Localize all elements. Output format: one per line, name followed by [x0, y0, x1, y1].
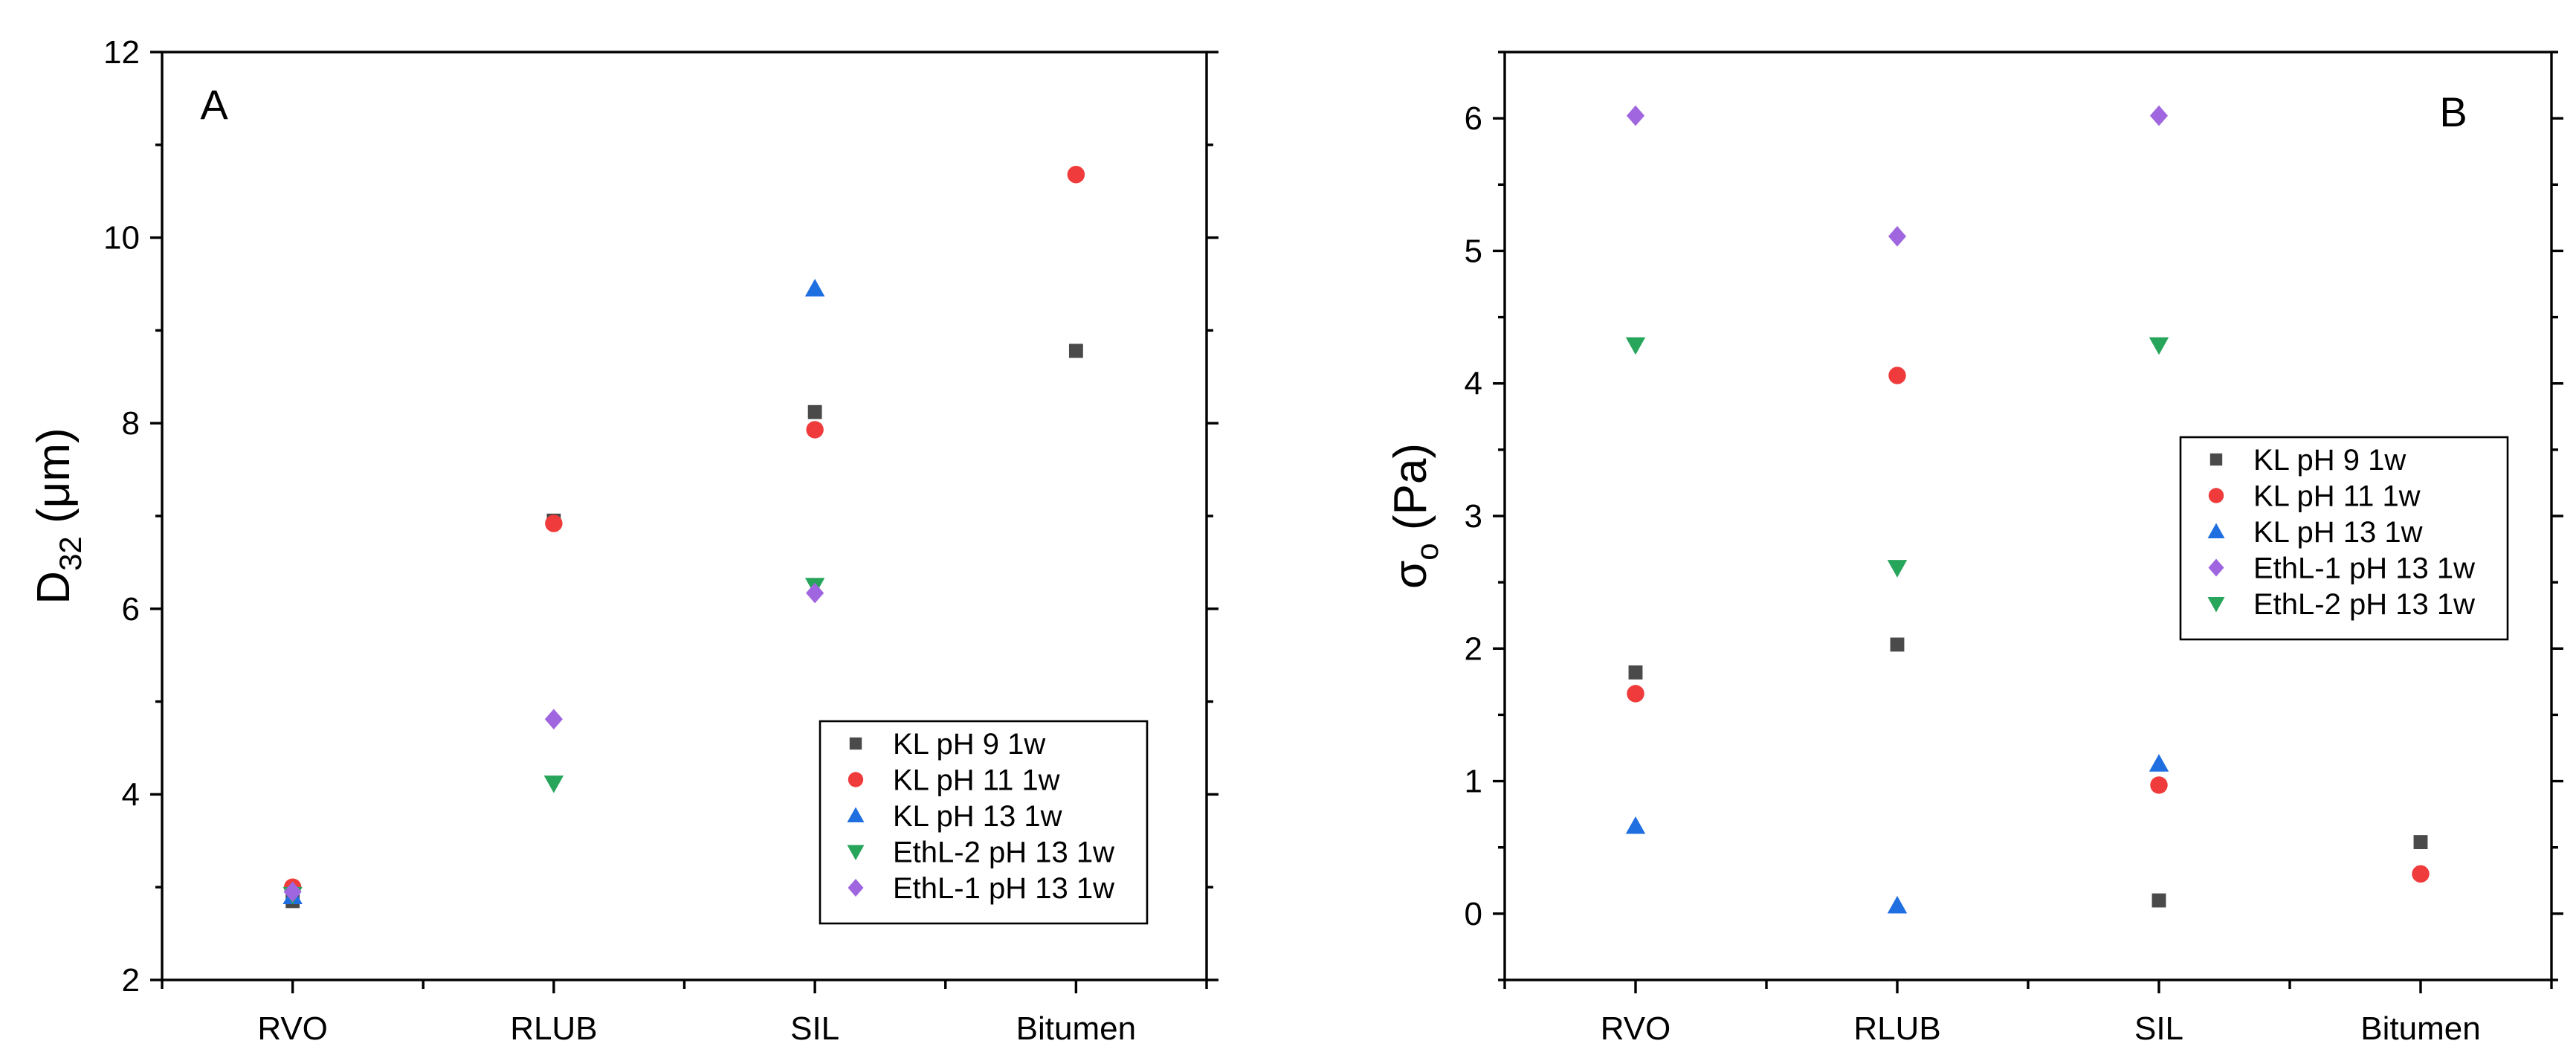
y-tick-label: 2 — [122, 962, 140, 999]
point-kl-ph-11-1w-rvo — [1627, 685, 1644, 703]
y-tick-label: 12 — [103, 34, 140, 71]
series-kl-ph-11-1w — [1627, 367, 2430, 883]
y-tick-label: 5 — [1465, 233, 1482, 269]
legend-marker-ethl-1-ph-13-1w — [848, 879, 864, 897]
series-kl-ph-13-1w — [1625, 754, 2169, 914]
series-kl-ph-9-1w — [1628, 637, 2428, 908]
point-kl-ph-11-1w-sil — [806, 421, 824, 439]
point-ethl-2-ph-13-1w-rlub — [1887, 560, 1908, 578]
point-ethl-1-ph-13-1w-rlub — [544, 709, 563, 730]
legend-label-ethl-1-ph-13-1w: EthL-1 pH 13 1w — [2253, 552, 2475, 585]
panel-letter: B — [2439, 88, 2467, 135]
legend-marker-kl-ph-11-1w — [848, 772, 864, 787]
legend-box — [2179, 436, 2509, 641]
y-axis-title: D32 (μm) — [28, 428, 88, 604]
point-kl-ph-9-1w-rlub — [1890, 637, 1905, 652]
point-kl-ph-13-1w-rvo — [1625, 816, 1646, 834]
series-kl-ph-13-1w — [283, 279, 825, 905]
point-ethl-2-ph-13-1w-sil — [2149, 337, 2169, 355]
point-kl-ph-13-1w-rlub — [1887, 895, 1908, 914]
point-kl-ph-11-1w-sil — [2150, 776, 2168, 794]
series-ethl-2-ph-13-1w — [283, 578, 825, 905]
x-tick-label-rlub: RLUB — [510, 1010, 597, 1047]
y-axis-title-main: σ — [1385, 561, 1436, 589]
x-tick-label-bitumen: Bitumen — [2360, 1010, 2480, 1047]
series-ethl-1-ph-13-1w — [283, 582, 824, 903]
legend-label-kl-ph-13-1w: KL pH 13 1w — [2253, 516, 2423, 549]
point-kl-ph-9-1w-rvo — [1628, 665, 1643, 680]
point-ethl-1-ph-13-1w-rvo — [283, 881, 302, 903]
y-tick-label: 4 — [122, 776, 140, 813]
panel-a: 2 4 6 8 10 12 RVO RLUB SIL Bitumen D32 (μm) A KL pH … — [28, 34, 1218, 1047]
y-tick-label: 10 — [103, 220, 140, 257]
point-ethl-1-ph-13-1w-rvo — [1626, 105, 1645, 126]
point-kl-ph-9-1w-bitumen — [1068, 344, 1083, 358]
y-tick-label: 2 — [1465, 631, 1482, 667]
y-axis-title-main: D — [28, 571, 80, 604]
y-tick-label: 3 — [1465, 498, 1482, 535]
point-kl-ph-11-1w-rlub — [545, 515, 563, 532]
legend-box — [819, 720, 1149, 925]
point-ethl-2-ph-13-1w-rlub — [543, 775, 564, 793]
y-tick-label: 0 — [1465, 896, 1482, 932]
point-ethl-2-ph-13-1w-rvo — [1625, 337, 1646, 355]
point-ethl-1-ph-13-1w-rlub — [1888, 226, 1907, 247]
series-ethl-1-ph-13-1w — [1626, 105, 2169, 247]
legend-marker-kl-ph-13-1w — [847, 807, 865, 822]
legend-label-kl-ph-13-1w: KL pH 13 1w — [893, 800, 1062, 833]
point-ethl-1-ph-13-1w-sil — [2149, 105, 2169, 126]
point-kl-ph-9-1w-sil — [2151, 893, 2166, 908]
legend-label-kl-ph-9-1w: KL pH 9 1w — [893, 728, 1045, 761]
legend-label-kl-ph-9-1w: KL pH 9 1w — [2253, 444, 2406, 477]
y-axis-title-sub: 32 — [53, 536, 88, 571]
point-kl-ph-11-1w-bitumen — [2412, 865, 2430, 883]
x-tick-label-sil: SIL — [790, 1010, 839, 1047]
legend-label-ethl-2-ph-13-1w: EthL-2 pH 13 1w — [893, 836, 1114, 869]
series-ethl-2-ph-13-1w — [1625, 337, 2169, 578]
legend-marker-kl-ph-11-1w — [2208, 488, 2224, 503]
point-ethl-1-ph-13-1w-sil — [806, 582, 824, 604]
point-kl-ph-9-1w-bitumen — [2413, 835, 2428, 850]
x-tick-label-rvo: RVO — [257, 1010, 328, 1047]
legend-marker-kl-ph-9-1w — [849, 737, 862, 750]
legend-label-kl-ph-11-1w: KL pH 11 1w — [2253, 480, 2421, 513]
x-tick-label-rlub: RLUB — [1853, 1010, 1940, 1047]
y-tick-label: 8 — [122, 405, 140, 442]
panel-letter: A — [200, 81, 228, 128]
y-tick-label: 6 — [1465, 100, 1482, 137]
y-axis-title: σo (Pa) — [1385, 443, 1444, 589]
legend-marker-ethl-2-ph-13-1w — [847, 845, 865, 860]
legend-marker-ethl-2-ph-13-1w — [2207, 597, 2225, 613]
x-tick-label-rvo: RVO — [1601, 1010, 1671, 1047]
y-axis-title-unit: (μm) — [28, 428, 80, 536]
legend-label-ethl-1-ph-13-1w: EthL-1 pH 13 1w — [893, 872, 1114, 905]
point-kl-ph-11-1w-rlub — [1888, 367, 1906, 384]
legend-marker-kl-ph-13-1w — [2207, 523, 2225, 538]
y-axis-title-unit: (Pa) — [1385, 443, 1436, 543]
point-kl-ph-11-1w-bitumen — [1067, 166, 1085, 184]
y-tick-label: 4 — [1465, 366, 1482, 402]
x-tick-label-sil: SIL — [2134, 1010, 2183, 1047]
panel-b: 0 1 2 3 4 5 6 RVO RLUB SIL Bitumen σo (Pa) B KL pH 9 … — [1385, 51, 2563, 1047]
y-tick-label: 1 — [1465, 764, 1482, 800]
y-axis-title-sub: o — [1410, 543, 1444, 560]
point-kl-ph-13-1w-sil — [2149, 754, 2169, 772]
x-tick-label-bitumen: Bitumen — [1016, 1010, 1136, 1047]
legend-marker-ethl-1-ph-13-1w — [2208, 558, 2224, 577]
legend-label-ethl-2-ph-13-1w: EthL-2 pH 13 1w — [2253, 588, 2475, 621]
point-kl-ph-9-1w-sil — [807, 404, 822, 419]
point-kl-ph-13-1w-sil — [804, 279, 825, 297]
legend-marker-kl-ph-9-1w — [2209, 453, 2223, 466]
legend-label-kl-ph-11-1w: KL pH 11 1w — [893, 764, 1060, 797]
y-tick-label: 6 — [122, 591, 140, 628]
